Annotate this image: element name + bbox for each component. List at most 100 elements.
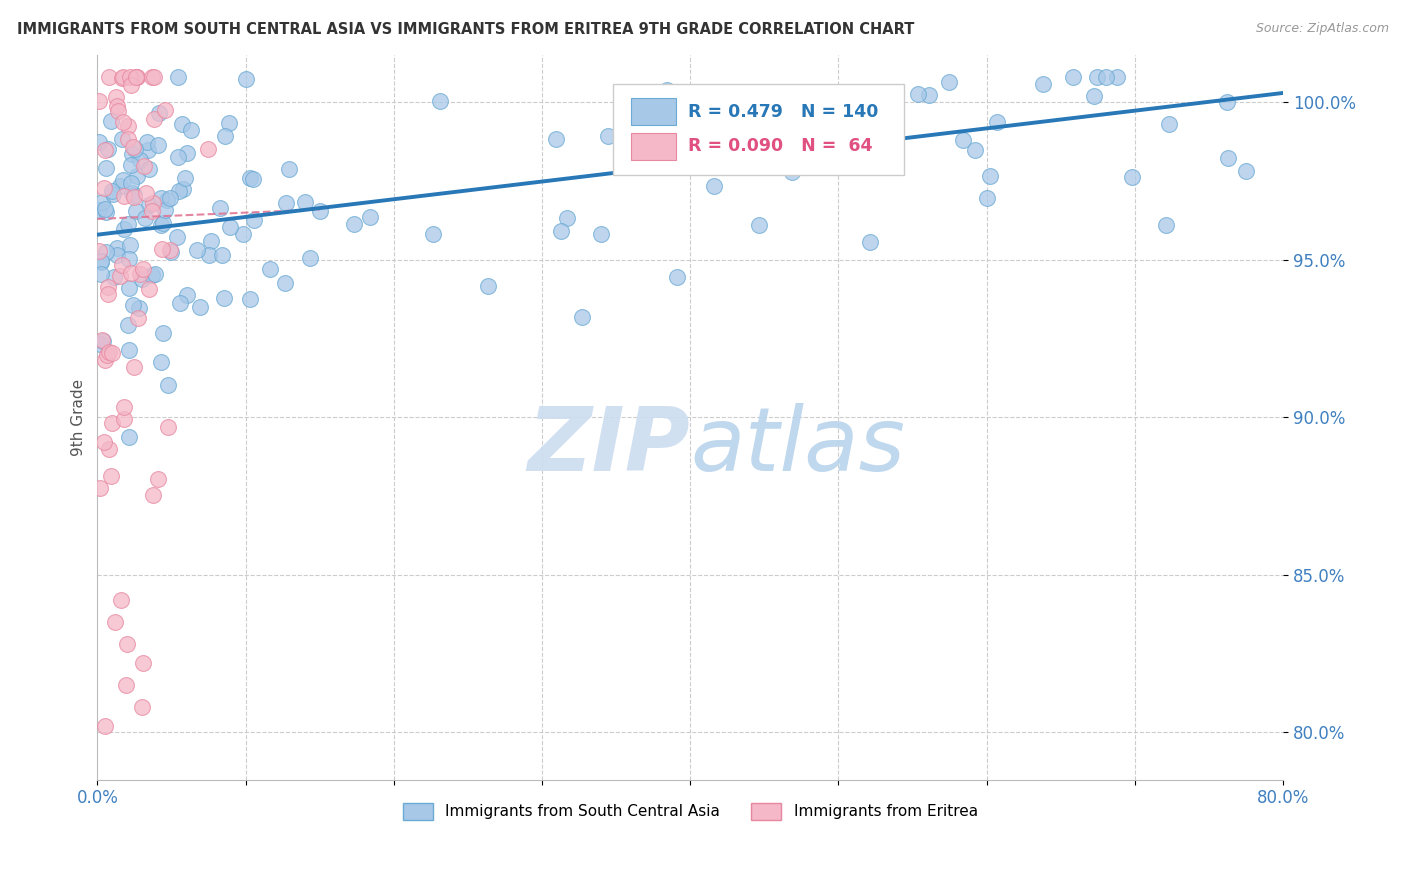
Point — [211, 248, 233, 262]
Point — [143, 112, 166, 126]
Point — [156, 419, 179, 434]
Point — [214, 128, 236, 143]
Point — [87, 135, 110, 149]
Point — [666, 269, 689, 284]
Point — [1062, 70, 1084, 85]
Point — [117, 318, 139, 333]
Point — [118, 281, 141, 295]
Point — [152, 326, 174, 340]
Point — [97, 344, 120, 359]
Point — [94, 161, 117, 176]
Point — [138, 198, 160, 212]
Point — [821, 110, 844, 124]
Point — [235, 72, 257, 87]
Point — [589, 227, 612, 242]
Text: Source: ZipAtlas.com: Source: ZipAtlas.com — [1256, 22, 1389, 36]
Point — [89, 337, 111, 351]
Point — [299, 252, 322, 266]
Point — [89, 481, 111, 495]
Point — [131, 272, 153, 286]
Point — [89, 203, 111, 218]
Point — [91, 333, 114, 347]
Point — [243, 212, 266, 227]
Point — [111, 258, 134, 272]
Point — [200, 234, 222, 248]
Point — [780, 164, 803, 178]
Point — [598, 129, 620, 144]
Point — [107, 104, 129, 119]
Point — [118, 238, 141, 252]
Point — [114, 188, 136, 202]
Point — [176, 287, 198, 301]
Point — [115, 637, 138, 651]
Point — [1156, 218, 1178, 232]
Point — [135, 186, 157, 201]
Point — [90, 195, 112, 210]
Point — [125, 70, 148, 85]
Point — [122, 140, 145, 154]
Point — [172, 182, 194, 196]
Point — [121, 186, 143, 200]
Text: ZIP: ZIP — [527, 403, 690, 490]
Point — [94, 352, 117, 367]
Point — [143, 268, 166, 282]
Point — [118, 430, 141, 444]
Point — [117, 132, 139, 146]
FancyBboxPatch shape — [613, 84, 904, 175]
Point — [422, 227, 444, 241]
Point — [797, 145, 820, 160]
Point — [173, 171, 195, 186]
Point — [124, 190, 146, 204]
Point — [907, 87, 929, 101]
Point — [120, 266, 142, 280]
Point — [214, 291, 236, 305]
Point — [94, 244, 117, 259]
Point — [98, 70, 121, 85]
Point — [122, 360, 145, 375]
Point — [1105, 70, 1128, 85]
Point — [141, 204, 163, 219]
Point — [294, 194, 316, 209]
Point — [343, 218, 366, 232]
Point — [143, 70, 166, 85]
Point — [150, 218, 173, 232]
Point — [94, 719, 117, 733]
Point — [156, 378, 179, 392]
Point — [118, 70, 141, 85]
Point — [170, 117, 193, 131]
Point — [544, 132, 567, 146]
Point — [90, 255, 112, 269]
Point — [127, 311, 149, 326]
Point — [125, 169, 148, 183]
Point — [101, 184, 124, 198]
Point — [661, 143, 683, 157]
Text: R = 0.090   N =  64: R = 0.090 N = 64 — [688, 137, 872, 155]
Point — [101, 416, 124, 430]
Point — [105, 248, 128, 262]
Point — [94, 205, 117, 219]
Point — [132, 261, 155, 276]
Point — [273, 277, 295, 291]
Point — [136, 135, 159, 149]
Point — [122, 298, 145, 312]
Point — [429, 94, 451, 108]
Point — [138, 283, 160, 297]
Legend: Immigrants from South Central Asia, Immigrants from Eritrea: Immigrants from South Central Asia, Immi… — [396, 797, 984, 826]
Point — [169, 296, 191, 310]
Point — [721, 120, 744, 135]
Bar — [631, 133, 676, 161]
Point — [97, 280, 120, 294]
Point — [120, 176, 142, 190]
Point — [148, 105, 170, 120]
Point — [1216, 95, 1239, 110]
Point — [108, 178, 131, 193]
Point — [117, 217, 139, 231]
Point — [128, 268, 150, 282]
Point — [87, 94, 110, 108]
Point — [232, 227, 254, 241]
Point — [117, 343, 139, 357]
Point — [1087, 70, 1109, 85]
Point — [127, 70, 149, 85]
Point — [167, 184, 190, 198]
Point — [186, 243, 208, 257]
